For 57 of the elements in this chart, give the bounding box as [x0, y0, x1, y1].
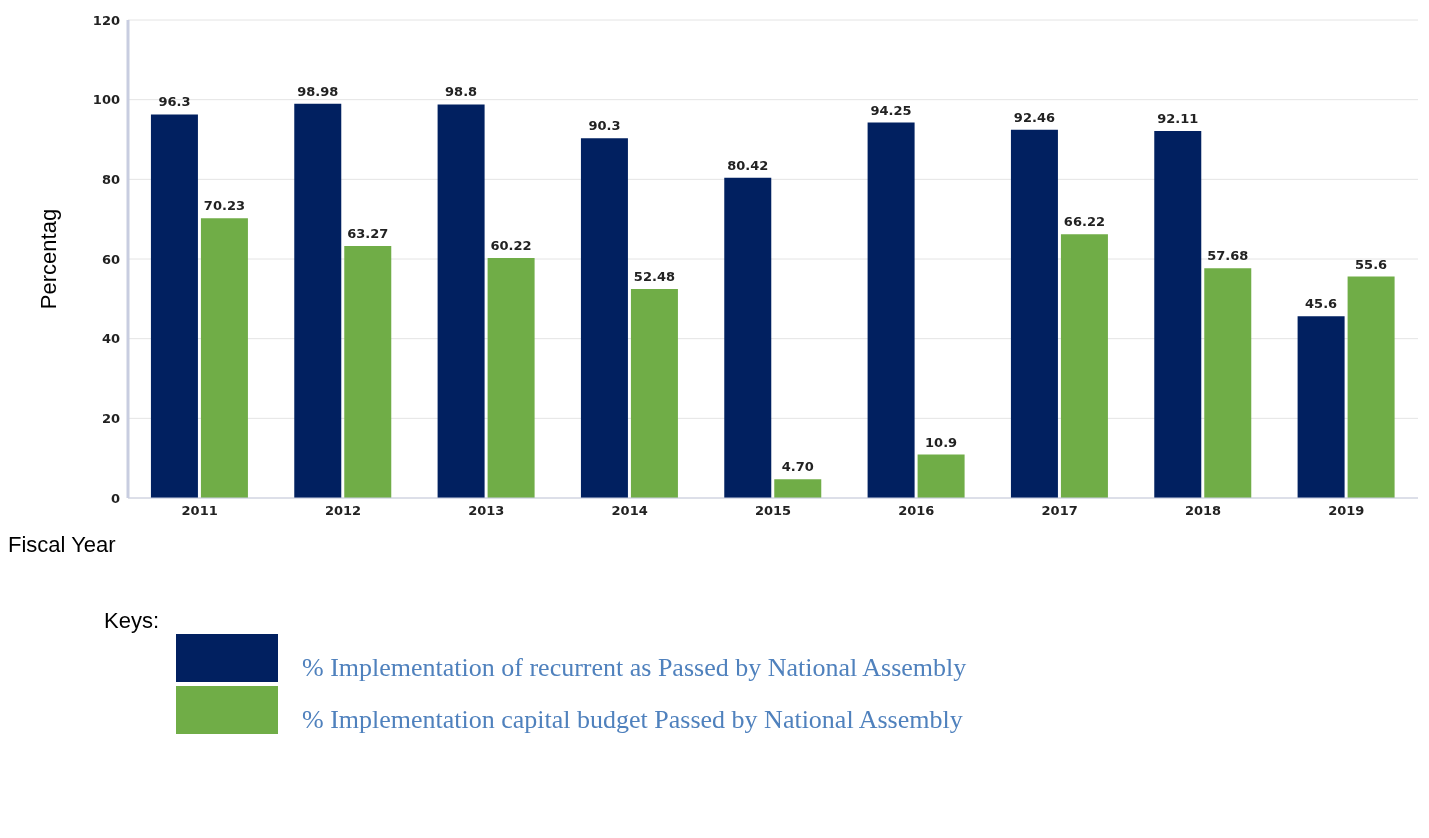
bar: [1060, 234, 1108, 498]
legend-label: % Implementation of recurrent as Passed by National Assembly: [302, 653, 967, 682]
bar: [867, 122, 915, 498]
x-tick-label: 2015: [754, 503, 792, 519]
bar: [630, 288, 678, 498]
data-label: 92.11: [1157, 111, 1199, 127]
y-tick-label: 80: [101, 171, 120, 187]
y-tick-label: 120: [92, 12, 120, 28]
bar: [437, 104, 485, 498]
x-tick-label: 2013: [468, 503, 505, 519]
x-tick-label: 2011: [181, 503, 218, 519]
data-label: 10.9: [925, 434, 958, 450]
x-tick-label: 2014: [611, 503, 648, 519]
data-label: 45.6: [1305, 296, 1338, 312]
bar: [1154, 131, 1202, 498]
bar: [150, 114, 198, 498]
x-tick-label: 2012: [324, 503, 362, 519]
bar: [774, 479, 822, 498]
data-label: 55.6: [1355, 256, 1388, 272]
data-label: 60.22: [490, 238, 532, 254]
bar: [344, 245, 392, 498]
legend-title: Keys:: [104, 608, 161, 634]
bar: [917, 454, 965, 498]
data-label: 63.27: [347, 225, 389, 241]
data-label: 90.3: [588, 118, 621, 134]
y-tick-label: 20: [101, 410, 120, 426]
y-axis-title: Percentag: [35, 208, 61, 310]
data-label: 96.3: [158, 94, 191, 110]
data-label: 57.68: [1207, 248, 1249, 264]
bar: [487, 258, 535, 498]
x-axis-title: Fiscal Year: [8, 532, 117, 558]
y-tick-label: 0: [110, 490, 120, 506]
x-tick-label: 2016: [898, 503, 935, 519]
bar: [294, 103, 342, 498]
bar: [200, 218, 248, 498]
data-label: 98.98: [297, 83, 339, 99]
bar: [724, 177, 772, 498]
x-tick-label: 2017: [1041, 503, 1078, 519]
bar: [1297, 316, 1345, 498]
data-label: 66.22: [1063, 214, 1105, 230]
bar: [1010, 129, 1058, 498]
data-label: 92.46: [1013, 109, 1055, 125]
y-tick-label: 100: [92, 92, 120, 108]
x-tick-label: 2018: [1184, 503, 1222, 519]
y-tick-label: 40: [101, 331, 120, 347]
data-label: 80.42: [727, 157, 769, 173]
data-label: 4.70: [781, 459, 814, 475]
bar: [1204, 268, 1252, 498]
data-label: 52.48: [633, 268, 675, 284]
y-tick-label: 60: [101, 251, 120, 267]
bar: [1347, 276, 1395, 498]
x-tick-label: 2019: [1328, 503, 1365, 519]
bar: [580, 138, 628, 498]
legend-label: % Implementation capital budget Passed by National Assembly: [302, 705, 963, 734]
data-label: 94.25: [870, 102, 912, 118]
data-label: 98.8: [445, 84, 478, 100]
data-label: 70.23: [203, 198, 245, 214]
